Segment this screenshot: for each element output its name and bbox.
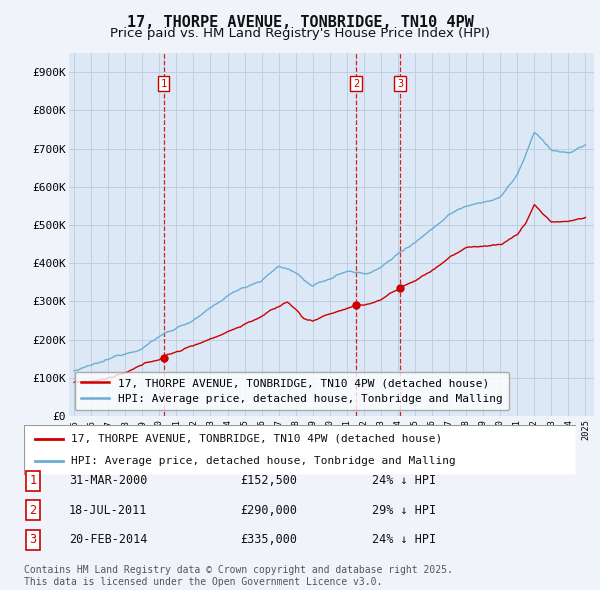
Text: 17, THORPE AVENUE, TONBRIDGE, TN10 4PW (detached house): 17, THORPE AVENUE, TONBRIDGE, TN10 4PW (… [71,434,442,444]
Text: £335,000: £335,000 [240,533,297,546]
Text: 17, THORPE AVENUE, TONBRIDGE, TN10 4PW: 17, THORPE AVENUE, TONBRIDGE, TN10 4PW [127,15,473,30]
Text: Price paid vs. HM Land Registry's House Price Index (HPI): Price paid vs. HM Land Registry's House … [110,27,490,40]
Text: 31-MAR-2000: 31-MAR-2000 [69,474,148,487]
Text: 24% ↓ HPI: 24% ↓ HPI [372,474,436,487]
Text: £290,000: £290,000 [240,504,297,517]
Text: 18-JUL-2011: 18-JUL-2011 [69,504,148,517]
Text: 1: 1 [29,474,37,487]
Text: 29% ↓ HPI: 29% ↓ HPI [372,504,436,517]
Text: £152,500: £152,500 [240,474,297,487]
Text: 2: 2 [29,504,37,517]
Text: Contains HM Land Registry data © Crown copyright and database right 2025.
This d: Contains HM Land Registry data © Crown c… [24,565,453,587]
Text: 20-FEB-2014: 20-FEB-2014 [69,533,148,546]
Text: 3: 3 [397,78,403,88]
FancyBboxPatch shape [24,425,576,475]
Text: 3: 3 [29,533,37,546]
Text: HPI: Average price, detached house, Tonbridge and Malling: HPI: Average price, detached house, Tonb… [71,456,455,466]
Text: 24% ↓ HPI: 24% ↓ HPI [372,533,436,546]
Legend: 17, THORPE AVENUE, TONBRIDGE, TN10 4PW (detached house), HPI: Average price, det: 17, THORPE AVENUE, TONBRIDGE, TN10 4PW (… [74,372,509,411]
Text: 2: 2 [353,78,359,88]
Text: 1: 1 [160,78,167,88]
